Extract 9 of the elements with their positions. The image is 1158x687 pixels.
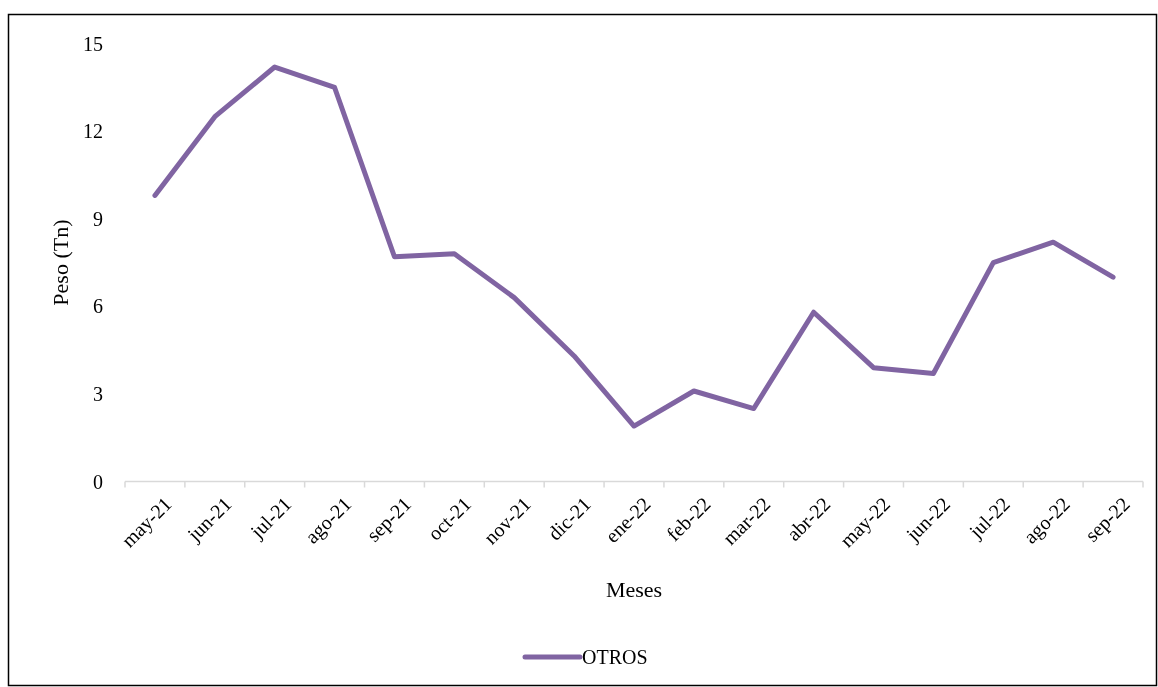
x-axis-title: Meses bbox=[605, 577, 663, 602]
y-tick-label: 3 bbox=[93, 382, 103, 405]
legend-label: OTROS bbox=[582, 646, 648, 668]
y-tick-label: 15 bbox=[83, 32, 103, 55]
y-tick-label: 0 bbox=[93, 470, 103, 493]
y-tick-label: 9 bbox=[93, 207, 103, 230]
y-tick-label: 12 bbox=[83, 120, 103, 143]
y-axis-title: Peso (Tn) bbox=[48, 219, 73, 306]
y-tick-label: 6 bbox=[93, 295, 103, 318]
